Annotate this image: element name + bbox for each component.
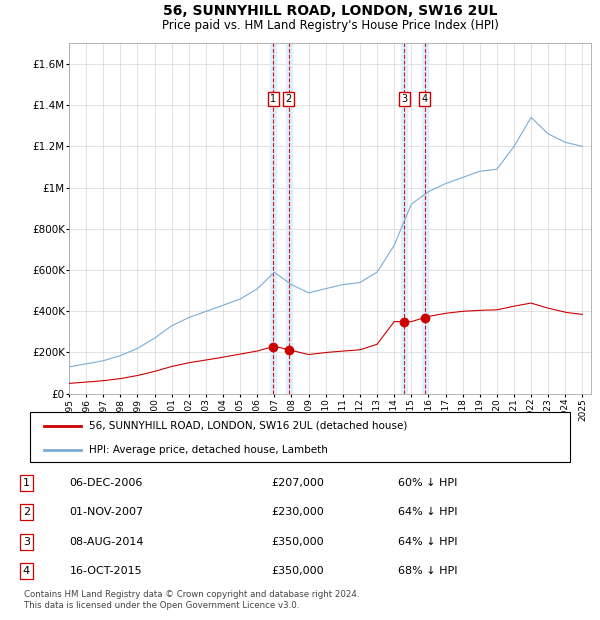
Text: £350,000: £350,000 (271, 566, 324, 576)
Bar (286, 43, 292, 394)
Text: 4: 4 (23, 566, 30, 576)
FancyBboxPatch shape (30, 412, 570, 462)
Text: 16-OCT-2015: 16-OCT-2015 (70, 566, 142, 576)
Text: 2: 2 (286, 94, 292, 104)
Text: Price paid vs. HM Land Registry's House Price Index (HPI): Price paid vs. HM Land Registry's House … (161, 19, 499, 32)
Text: HPI: Average price, detached house, Lambeth: HPI: Average price, detached house, Lamb… (89, 446, 328, 456)
Text: £207,000: £207,000 (271, 478, 324, 488)
Text: 56, SUNNYHILL ROAD, LONDON, SW16 2UL: 56, SUNNYHILL ROAD, LONDON, SW16 2UL (163, 4, 497, 19)
Text: 2: 2 (23, 507, 30, 517)
Text: 06-DEC-2006: 06-DEC-2006 (70, 478, 143, 488)
Text: 64% ↓ HPI: 64% ↓ HPI (398, 537, 457, 547)
Text: Contains HM Land Registry data © Crown copyright and database right 2024.
This d: Contains HM Land Registry data © Crown c… (24, 590, 359, 609)
Text: 68% ↓ HPI: 68% ↓ HPI (398, 566, 457, 576)
Text: 64% ↓ HPI: 64% ↓ HPI (398, 507, 457, 517)
Text: 1: 1 (270, 94, 276, 104)
Bar (401, 43, 407, 394)
Text: £230,000: £230,000 (271, 507, 324, 517)
Text: 1: 1 (23, 478, 30, 488)
Text: £350,000: £350,000 (271, 537, 324, 547)
Text: 3: 3 (401, 94, 407, 104)
Text: 4: 4 (422, 94, 428, 104)
Bar (270, 43, 276, 394)
Text: 60% ↓ HPI: 60% ↓ HPI (398, 478, 457, 488)
Text: 08-AUG-2014: 08-AUG-2014 (70, 537, 144, 547)
Bar (422, 43, 428, 394)
Text: 56, SUNNYHILL ROAD, LONDON, SW16 2UL (detached house): 56, SUNNYHILL ROAD, LONDON, SW16 2UL (de… (89, 421, 408, 431)
Text: 01-NOV-2007: 01-NOV-2007 (70, 507, 144, 517)
Text: 3: 3 (23, 537, 30, 547)
